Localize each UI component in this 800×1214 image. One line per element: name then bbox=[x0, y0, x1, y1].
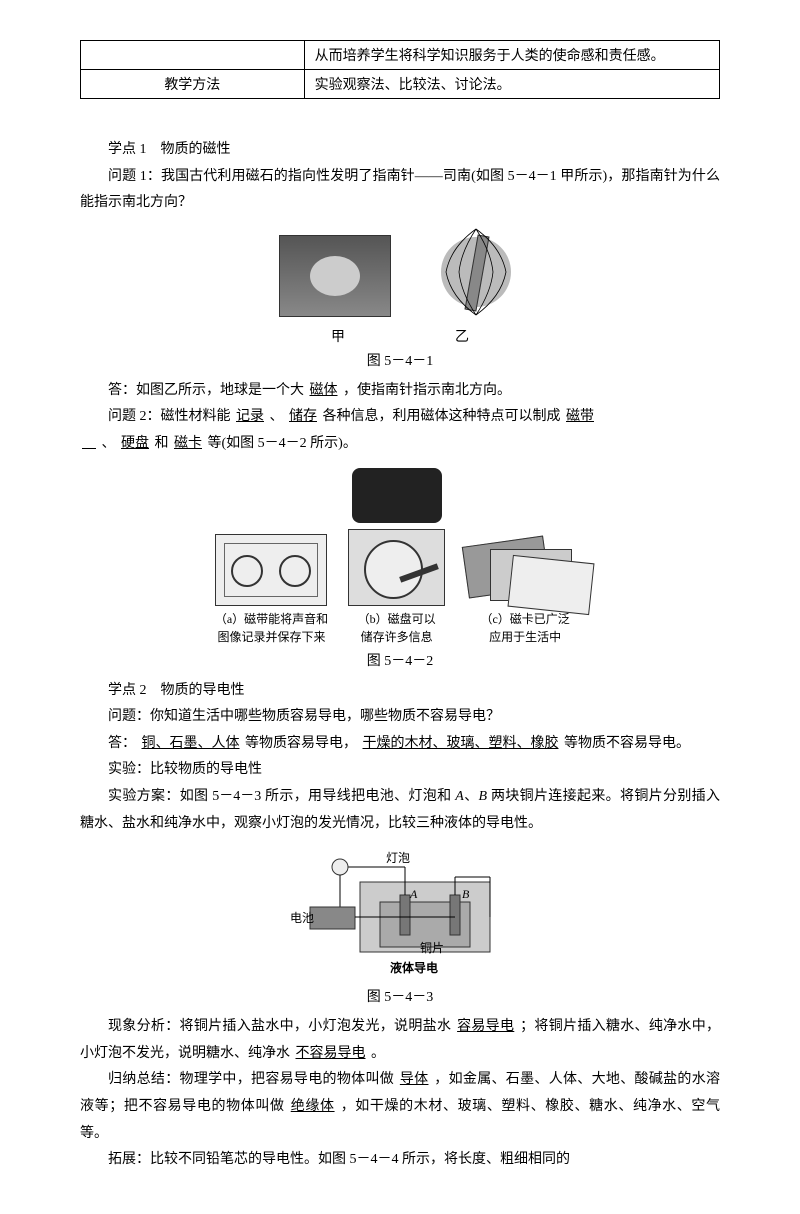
blank-fill: 容易导电 bbox=[455, 1019, 516, 1034]
text: 和 bbox=[155, 436, 169, 451]
fig2-b-label: （b）磁盘可以 储存许多信息 bbox=[358, 610, 436, 646]
text: 答： bbox=[108, 736, 136, 751]
text: 归纳总结：物理学中，把容易导电的物体叫做 bbox=[108, 1072, 394, 1087]
section2-title: 学点 2 物质的导电性 bbox=[80, 678, 720, 705]
fig2-a: （a）磁带能将声音和 图像记录并保存下来 bbox=[215, 534, 328, 646]
fig2-b: （b）磁盘可以 储存许多信息 bbox=[348, 468, 445, 646]
figure-5-4-3: 灯泡 电池 A B 铜片 液体导电 bbox=[80, 847, 720, 982]
tape-icon bbox=[215, 534, 327, 606]
figure-5-4-1: 甲 乙 bbox=[80, 227, 720, 346]
text: 等物质容易导电， bbox=[245, 736, 357, 751]
blank-fill: 不容易导电 bbox=[294, 1046, 368, 1061]
question-1: 问题 1：我国古代利用磁石的指向性发明了指南针——司南(如图 5－4－1 甲所示… bbox=[80, 164, 720, 217]
fig1-left bbox=[279, 235, 391, 317]
blank-fill: 干燥的木材、玻璃、塑料、橡胶 bbox=[361, 736, 561, 751]
text: 等物质不容易导电。 bbox=[564, 736, 690, 751]
fig2-c: （c）磁卡已广泛 应用于生活中 bbox=[465, 531, 585, 646]
section2-question: 问题：你知道生活中哪些物质容易导电，哪些物质不容易导电？ bbox=[80, 704, 720, 731]
blank-fill bbox=[80, 436, 98, 451]
compass-image bbox=[279, 235, 391, 317]
blank-fill: 磁卡 bbox=[172, 436, 204, 451]
fig1-caption: 图 5－4－1 bbox=[80, 350, 720, 370]
cards-icon bbox=[465, 531, 585, 606]
label-b: B bbox=[462, 887, 469, 902]
fig3-caption: 图 5－4－3 bbox=[80, 986, 720, 1006]
blank-fill: 磁带 bbox=[564, 409, 596, 424]
label-battery: 电池 bbox=[290, 909, 314, 926]
text: 各种信息，利用磁体这种特点可以制成 bbox=[323, 409, 561, 424]
answer-1: 答：如图乙所示，地球是一个大 磁体 ，使指南针指示南北方向。 bbox=[80, 378, 720, 405]
text: 等(如图 5－4－2 所示)。 bbox=[208, 436, 357, 451]
text: ，使指南针指示南北方向。 bbox=[343, 383, 511, 398]
label-copper: 铜片 bbox=[420, 939, 444, 956]
summary: 归纳总结：物理学中，把容易导电的物体叫做 导体 ，如金属、石墨、人体、大地、酸碱… bbox=[80, 1067, 720, 1147]
table-cell: 教学方法 bbox=[81, 70, 305, 99]
section2-answer: 答： 铜、石墨、人体 等物质容易导电， 干燥的木材、玻璃、塑料、橡胶 等物质不容… bbox=[80, 731, 720, 758]
table-cell: 从而培养学生将科学知识服务于人类的使命感和责任感。 bbox=[304, 41, 719, 70]
extend: 拓展：比较不同铅笔芯的导电性。如图 5－4－4 所示，将长度、粗细相同的 bbox=[80, 1147, 720, 1174]
label-a: A bbox=[455, 789, 464, 804]
blank-fill: 磁体 bbox=[308, 383, 340, 398]
section1-title: 学点 1 物质的磁性 bbox=[80, 137, 720, 164]
table-cell: 实验观察法、比较法、讨论法。 bbox=[304, 70, 719, 99]
blank-fill: 硬盘 bbox=[119, 436, 151, 451]
text: 实验方案：如图 5－4－3 所示，用导线把电池、灯泡和 bbox=[108, 789, 455, 804]
fig1-sub-a: 甲 bbox=[331, 326, 345, 346]
fig2-a-label: （a）磁带能将声音和 图像记录并保存下来 bbox=[215, 610, 328, 646]
fig1-sub-b: 乙 bbox=[455, 326, 469, 346]
floppy-icon bbox=[352, 468, 442, 523]
text: 、 bbox=[270, 409, 284, 424]
top-table: 从而培养学生将科学知识服务于人类的使命感和责任感。 教学方法 实验观察法、比较法… bbox=[80, 40, 720, 99]
label-b: B bbox=[479, 789, 488, 804]
text: 、 bbox=[102, 436, 116, 451]
blank-fill: 储存 bbox=[287, 409, 319, 424]
table-row: 教学方法 实验观察法、比较法、讨论法。 bbox=[81, 70, 720, 99]
blank-fill: 导体 bbox=[398, 1072, 431, 1087]
text: 、 bbox=[464, 789, 479, 804]
experiment-plan: 实验方案：如图 5－4－3 所示，用导线把电池、灯泡和 A、B 两块铜片连接起来… bbox=[80, 784, 720, 837]
table-row: 从而培养学生将科学知识服务于人类的使命感和责任感。 bbox=[81, 41, 720, 70]
analysis: 现象分析：将铜片插入盐水中，小灯泡发光，说明盐水 容易导电 ；将铜片插入糖水、纯… bbox=[80, 1014, 720, 1067]
label-bulb: 灯泡 bbox=[386, 849, 410, 866]
page: 从而培养学生将科学知识服务于人类的使命感和责任感。 教学方法 实验观察法、比较法… bbox=[0, 0, 800, 1214]
blank-fill: 绝缘体 bbox=[289, 1099, 337, 1114]
fig2-caption: 图 5－4－2 bbox=[80, 650, 720, 670]
experiment-title: 实验：比较物质的导电性 bbox=[80, 757, 720, 784]
text: 答：如图乙所示，地球是一个大 bbox=[108, 383, 304, 398]
label-liquid: 液体导电 bbox=[390, 959, 438, 976]
label-a: A bbox=[410, 887, 417, 902]
blank-fill: 记录 bbox=[234, 409, 266, 424]
text: 问题 2：磁性材料能 bbox=[108, 409, 231, 424]
question-2-cont: 、 硬盘 和 磁卡 等(如图 5－4－2 所示)。 bbox=[80, 431, 720, 458]
text: 。 bbox=[371, 1046, 385, 1061]
table-cell bbox=[81, 41, 305, 70]
earth-magnet-image bbox=[431, 227, 521, 317]
fig2-c-label: （c）磁卡已广泛 应用于生活中 bbox=[465, 610, 585, 646]
question-2: 问题 2：磁性材料能 记录 、 储存 各种信息，利用磁体这种特点可以制成 磁带 bbox=[80, 404, 720, 431]
blank-fill: 铜、石墨、人体 bbox=[140, 736, 242, 751]
text: 现象分析：将铜片插入盐水中，小灯泡发光，说明盐水 bbox=[108, 1019, 451, 1034]
figure-5-4-2: （a）磁带能将声音和 图像记录并保存下来 （b）磁盘可以 储存许多信息 （c）磁… bbox=[80, 468, 720, 646]
hdd-icon bbox=[348, 529, 445, 606]
